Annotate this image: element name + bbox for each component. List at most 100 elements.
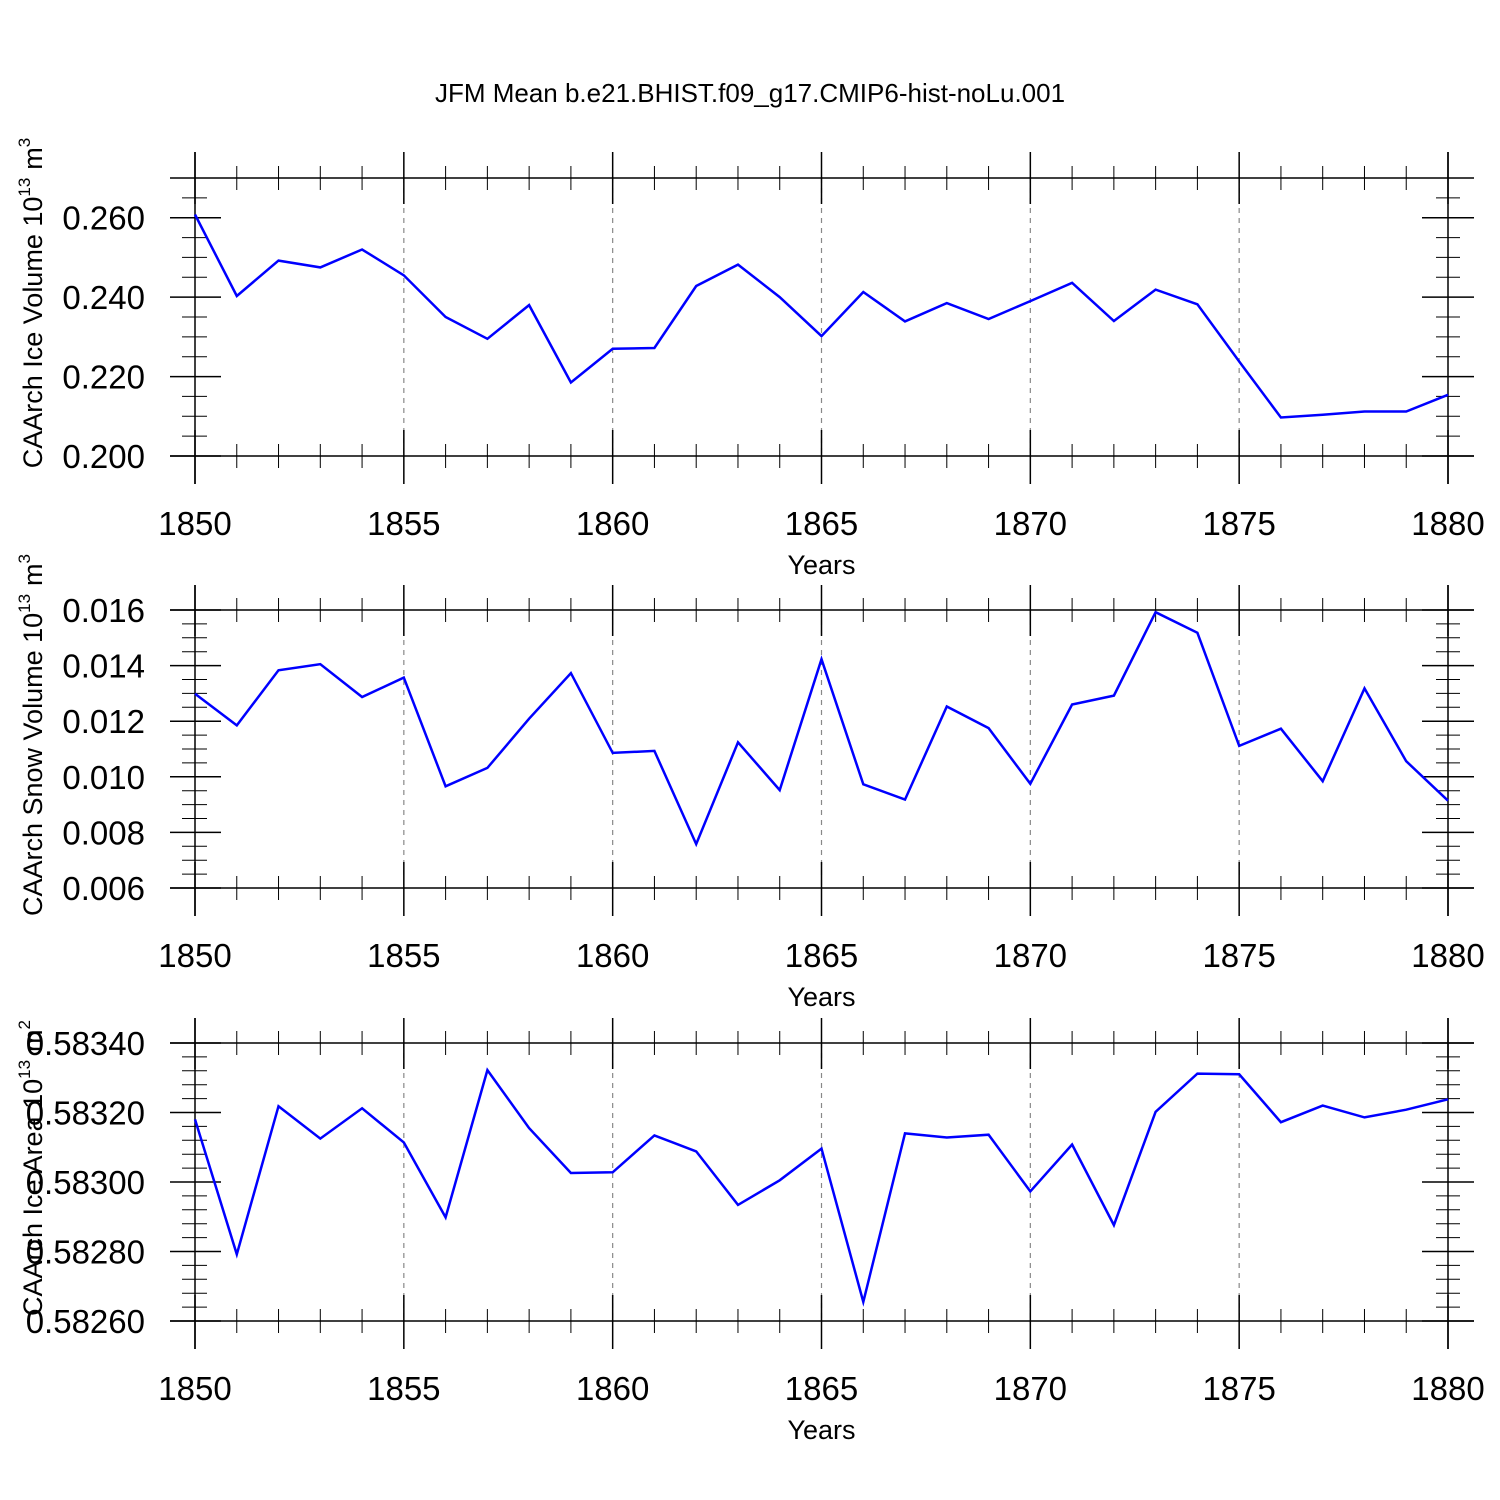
series-line xyxy=(193,1067,1449,1307)
x-axis-label: Years xyxy=(787,1415,855,1445)
data-point xyxy=(485,337,489,341)
data-point xyxy=(778,295,782,299)
y-tick-label: 0.58340 xyxy=(26,1025,145,1062)
y-axis-label-text: CAArch Ice Area 10 xyxy=(18,1079,48,1316)
data-point xyxy=(402,1140,406,1144)
x-tick-label: 1875 xyxy=(1202,1370,1275,1407)
y-axis-label-exponent: 13 xyxy=(15,594,34,613)
data-point xyxy=(1279,1120,1283,1124)
y-axis-label-unit-exponent: 3 xyxy=(15,138,34,147)
data-point xyxy=(987,726,991,730)
y-tick-label: 0.58260 xyxy=(26,1303,145,1340)
y-tick-label: 0.014 xyxy=(62,648,145,685)
data-point xyxy=(444,1215,448,1219)
x-tick-label: 1880 xyxy=(1411,505,1484,542)
x-tick-label: 1855 xyxy=(367,937,440,974)
data-point xyxy=(1195,631,1199,635)
x-tick-label: 1870 xyxy=(994,1370,1067,1407)
data-point xyxy=(235,294,239,298)
data-point xyxy=(778,788,782,792)
data-point xyxy=(1154,288,1158,292)
y-axis-label-unit-exponent: 2 xyxy=(15,1020,34,1029)
data-point xyxy=(1446,393,1450,397)
x-axis-label: Years xyxy=(787,550,855,580)
y-tick-label: 0.58280 xyxy=(26,1234,145,1271)
y-tick-label: 0.220 xyxy=(62,359,145,396)
data-point xyxy=(1070,703,1074,707)
data-point xyxy=(736,740,740,744)
data-point xyxy=(903,798,907,802)
y-tick-label: 0.200 xyxy=(62,438,145,475)
data-point xyxy=(694,284,698,288)
x-tick-label: 1855 xyxy=(367,505,440,542)
x-tick-label: 1850 xyxy=(158,505,231,542)
y-axis-label-text: CAArch Ice Volume 10 xyxy=(18,197,48,469)
data-point xyxy=(1112,319,1116,323)
data-point xyxy=(1446,799,1450,803)
data-point xyxy=(1404,1108,1408,1112)
x-tick-label: 1865 xyxy=(785,1370,858,1407)
data-point xyxy=(736,1203,740,1207)
data-point xyxy=(861,290,865,294)
data-point xyxy=(569,671,573,675)
data-point xyxy=(778,1178,782,1182)
data-point xyxy=(945,1136,949,1140)
data-point xyxy=(1237,359,1241,363)
data-point xyxy=(193,692,197,696)
data-point xyxy=(277,259,281,263)
y-tick-label: 0.006 xyxy=(62,870,145,907)
data-point xyxy=(318,265,322,269)
data-point xyxy=(861,1300,865,1304)
data-point xyxy=(736,263,740,267)
data-point xyxy=(820,657,824,661)
data-point xyxy=(652,1133,656,1137)
data-point xyxy=(318,662,322,666)
data-point xyxy=(1112,1223,1116,1227)
y-tick-label: 0.012 xyxy=(62,703,145,740)
panel-2: 1850 1855 1860 1865 1870 1875 1880 0.006 0.008 0.… xyxy=(15,554,1485,1012)
data-point xyxy=(903,319,907,323)
series-line xyxy=(193,213,1449,419)
x-tick-label: 1880 xyxy=(1411,1370,1484,1407)
x-tick-label: 1860 xyxy=(576,937,649,974)
chart-title: JFM Mean b.e21.BHIST.f09_g17.CMIP6-hist-… xyxy=(434,78,1066,108)
data-point xyxy=(1154,1110,1158,1114)
y-tick-label: 0.58320 xyxy=(26,1095,145,1132)
data-point xyxy=(527,1126,531,1130)
series-line xyxy=(194,610,1449,848)
data-point xyxy=(569,1171,573,1175)
y-tick-label: 0.240 xyxy=(62,279,145,316)
x-tick-label: 1855 xyxy=(367,1370,440,1407)
y-axis-label-text: CAArch Snow Volume 10 xyxy=(18,613,48,916)
x-tick-label: 1865 xyxy=(785,937,858,974)
y-axis-label: CAArch Ice Area 1013 m2 xyxy=(15,1020,48,1316)
data-point xyxy=(945,704,949,708)
y-axis-label-exponent: 13 xyxy=(15,178,34,197)
data-point xyxy=(360,1106,364,1110)
data-point xyxy=(1321,1104,1325,1108)
data-point xyxy=(569,381,573,385)
y-tick-label: 0.008 xyxy=(62,814,145,851)
data-point xyxy=(318,1137,322,1141)
data-point xyxy=(1112,694,1116,698)
data-point xyxy=(987,1133,991,1137)
y-axis-label-unit: m xyxy=(18,563,48,586)
y-tick-label: 0.58300 xyxy=(26,1164,145,1201)
data-point xyxy=(1154,610,1158,614)
data-point xyxy=(1446,1097,1450,1101)
data-point xyxy=(1237,744,1241,748)
data-point xyxy=(1362,1115,1366,1119)
x-tick-label: 1860 xyxy=(576,505,649,542)
data-point xyxy=(1070,281,1074,285)
data-point xyxy=(611,1170,615,1174)
data-point xyxy=(652,346,656,350)
data-point xyxy=(1404,410,1408,414)
data-point xyxy=(485,1068,489,1072)
data-point xyxy=(235,1252,239,1256)
data-point xyxy=(277,1104,281,1108)
data-point xyxy=(903,1131,907,1135)
y-axis-label-exponent: 13 xyxy=(15,1060,34,1079)
data-point xyxy=(402,676,406,680)
data-point xyxy=(527,303,531,307)
